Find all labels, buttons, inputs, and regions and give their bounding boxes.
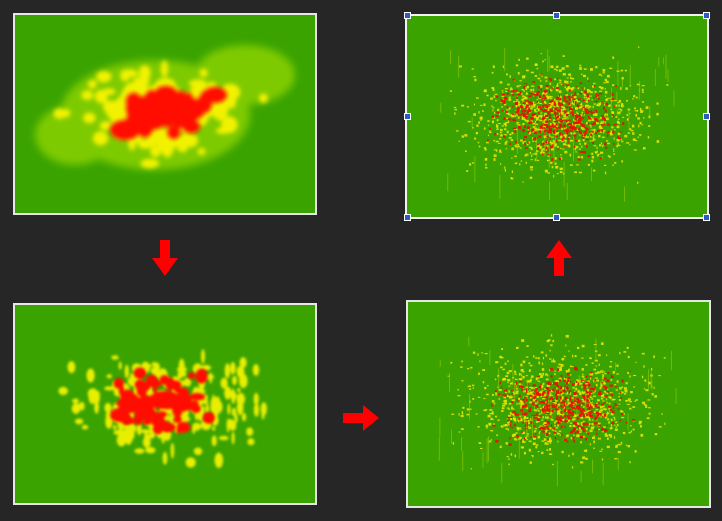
heatmap-image-fine <box>408 302 709 506</box>
heatmap-panel-fine[interactable] <box>406 300 711 508</box>
resize-handle-top-right[interactable] <box>703 12 710 19</box>
heatmap-image-blurred <box>15 15 315 213</box>
resize-handle-middle-left[interactable] <box>404 113 411 120</box>
arrow-right-icon <box>343 405 379 431</box>
heatmap-panel-fine-selected[interactable] <box>405 14 709 219</box>
resize-handle-bottom-center[interactable] <box>553 214 560 221</box>
heatmap-image-fine-selected <box>407 16 707 217</box>
resize-handle-top-center[interactable] <box>553 12 560 19</box>
heatmap-panel-blurred[interactable] <box>13 13 317 215</box>
arrow-down-icon <box>152 240 178 276</box>
arrow-up-icon <box>546 240 572 276</box>
heatmap-image-medium <box>15 305 315 503</box>
resize-handle-top-left[interactable] <box>404 12 411 19</box>
resize-handle-bottom-left[interactable] <box>404 214 411 221</box>
resize-handle-middle-right[interactable] <box>703 113 710 120</box>
heatmap-panel-medium[interactable] <box>13 303 317 505</box>
resize-handle-bottom-right[interactable] <box>703 214 710 221</box>
